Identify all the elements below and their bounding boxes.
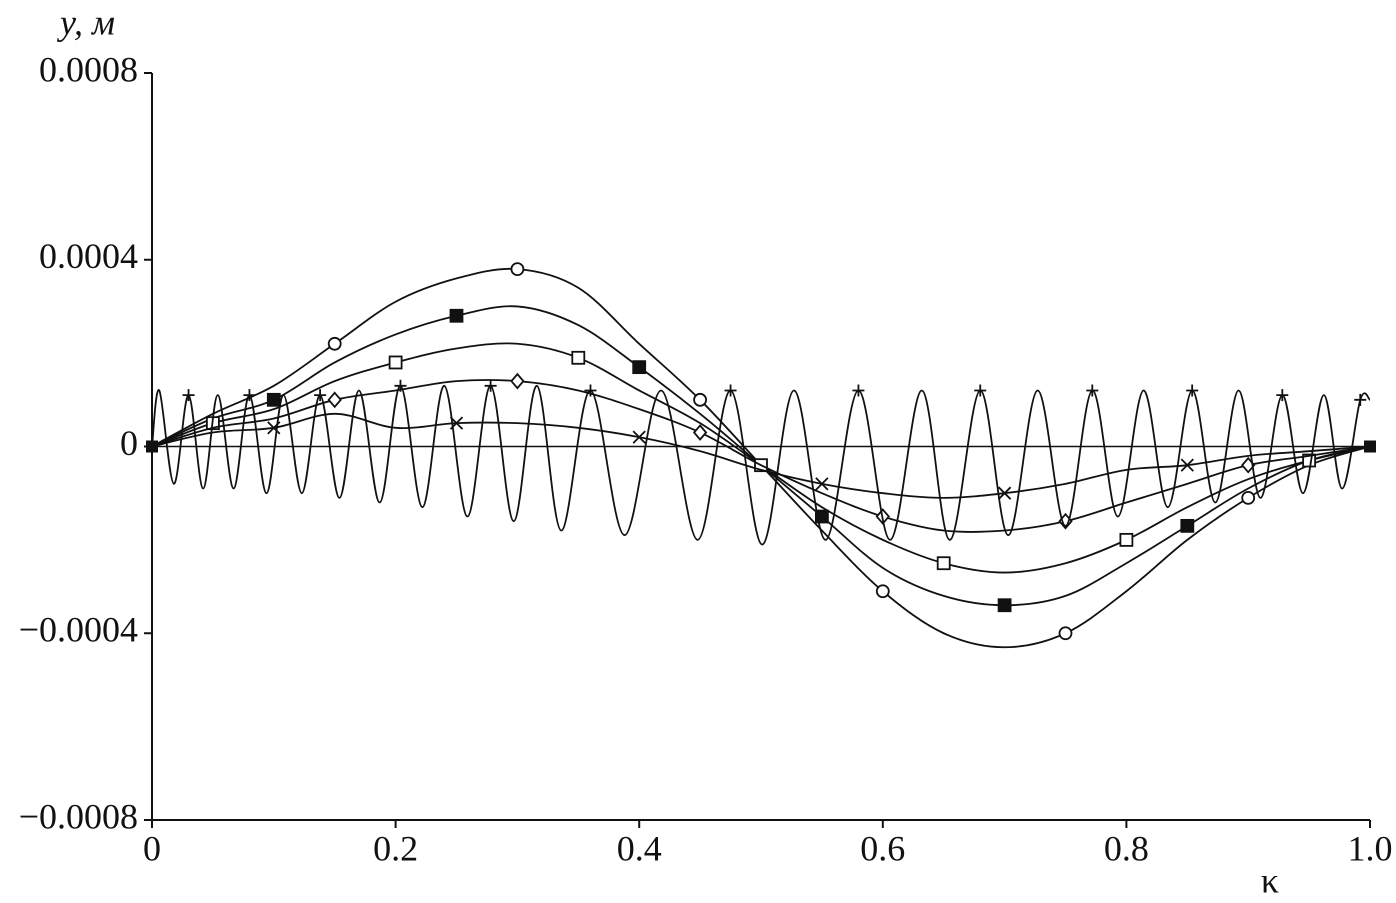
series-line <box>151 412 1371 499</box>
end-marker <box>1364 440 1376 453</box>
series-line <box>151 305 1371 607</box>
x-tick-label: 0 <box>143 828 161 868</box>
marker <box>571 350 586 365</box>
marker <box>327 336 342 351</box>
marker <box>449 308 464 323</box>
marker <box>1180 518 1195 533</box>
marker <box>724 384 737 397</box>
marker <box>394 379 407 392</box>
series-line <box>151 384 1371 546</box>
x-tick-label: 1.0 <box>1348 828 1393 868</box>
marker <box>243 389 256 402</box>
marker <box>632 430 646 444</box>
marker <box>182 389 195 402</box>
marker <box>1186 384 1199 397</box>
marker <box>1241 490 1256 505</box>
marker <box>327 391 342 409</box>
marker <box>1086 384 1099 397</box>
marker <box>1354 393 1367 406</box>
marker <box>314 389 327 402</box>
y-tick-label: −0.0004 <box>19 610 138 650</box>
marker <box>997 486 1012 500</box>
marker <box>484 379 497 392</box>
marker <box>875 584 890 599</box>
marker <box>692 424 708 441</box>
marker <box>1058 626 1073 641</box>
origin-marker <box>146 440 158 453</box>
marker <box>510 372 525 390</box>
marker <box>852 384 865 397</box>
x-tick-label: 0.8 <box>1104 828 1149 868</box>
marker <box>1180 458 1194 472</box>
series-line <box>151 342 1371 574</box>
marker <box>632 360 647 375</box>
marker <box>1276 389 1289 402</box>
marker <box>266 392 281 407</box>
y-tick-label: 0.0004 <box>39 236 138 276</box>
x-tick-label: 0.6 <box>860 828 905 868</box>
x-axis-label: κ <box>1261 860 1279 900</box>
marker <box>693 392 707 407</box>
marker <box>974 384 987 397</box>
y-tick-label: 0.0008 <box>39 49 138 89</box>
y-tick-label: −0.0008 <box>19 796 138 836</box>
marker <box>815 477 829 491</box>
marker <box>1119 532 1134 547</box>
y-axis-label: y, м <box>57 2 115 42</box>
x-tick-label: 0.2 <box>373 828 418 868</box>
x-tick-label: 0.4 <box>617 828 662 868</box>
marker <box>997 598 1012 613</box>
series-line <box>151 267 1371 649</box>
y-tick-label: 0 <box>120 423 138 463</box>
marker <box>584 384 597 397</box>
marker <box>510 262 525 276</box>
marker <box>936 556 951 571</box>
marker <box>388 355 403 370</box>
